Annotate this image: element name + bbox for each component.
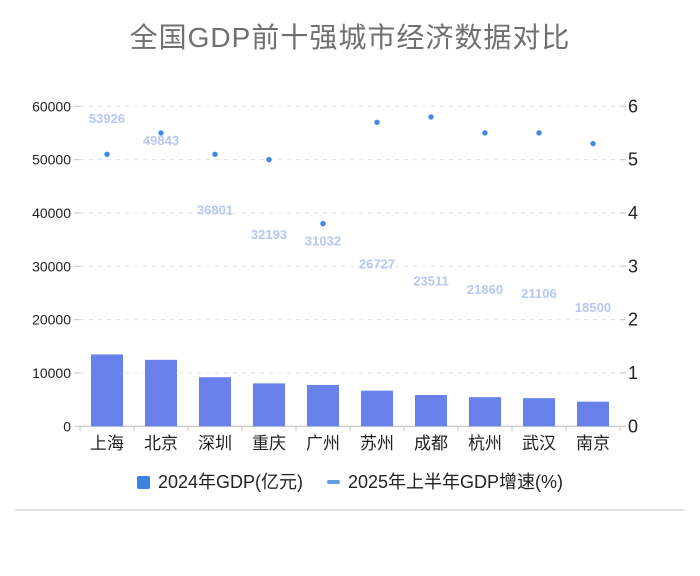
bar-0[interactable] bbox=[91, 354, 123, 427]
chart-title: 全国GDP前十强城市经济数据对比 bbox=[129, 22, 571, 53]
x-axis-label-1: 北京 bbox=[144, 434, 178, 453]
bar-6[interactable] bbox=[415, 394, 447, 427]
legend-label-growth: 2025年上半年GDP增速(%) bbox=[348, 472, 564, 492]
bar-value-label-7: 21860 bbox=[467, 282, 503, 297]
bar-value-label-2: 36801 bbox=[197, 203, 233, 218]
bar-value-label-6: 23511 bbox=[413, 273, 448, 288]
bar-series-marker-icon bbox=[136, 475, 150, 489]
x-axis-label-7: 杭州 bbox=[468, 434, 502, 453]
x-axis-label-0: 上海 bbox=[90, 434, 124, 453]
growth-point-2[interactable] bbox=[212, 151, 218, 157]
bar-value-label-9: 18500 bbox=[575, 300, 611, 315]
right-axis-tick-label-1: 1 bbox=[628, 363, 638, 383]
right-axis-tick-label-6: 6 bbox=[628, 96, 638, 116]
x-axis-label-8: 武汉 bbox=[522, 434, 556, 453]
left-axis-tick-label-2: 20000 bbox=[32, 312, 71, 328]
bar-value-label-5: 26727 bbox=[359, 256, 395, 271]
x-axis-label-9: 南京 bbox=[576, 434, 610, 453]
bar-value-label-1: 49843 bbox=[143, 133, 179, 148]
bar-5[interactable] bbox=[361, 390, 393, 427]
growth-point-8[interactable] bbox=[536, 130, 542, 136]
legend-label-gdp: 2024年GDP(亿元) bbox=[157, 472, 303, 492]
growth-point-9[interactable] bbox=[590, 140, 596, 147]
growth-point-4[interactable] bbox=[320, 220, 326, 227]
bar-3[interactable] bbox=[253, 383, 285, 427]
right-axis-tick-label-2: 2 bbox=[628, 310, 638, 330]
right-axis-tick-label-0: 0 bbox=[628, 416, 638, 436]
left-axis-tick-label-3: 30000 bbox=[32, 258, 71, 274]
legend-item-growth-line[interactable]: 2025年上半年GDP增速(%) bbox=[327, 471, 563, 493]
bar-value-label-4: 31032 bbox=[305, 233, 341, 248]
line-series-marker-icon bbox=[327, 480, 340, 484]
x-axis-label-3: 重庆 bbox=[252, 434, 286, 453]
bar-value-label-0: 53926 bbox=[89, 111, 125, 126]
right-axis-tick-label-5: 5 bbox=[628, 150, 638, 170]
growth-point-0[interactable] bbox=[104, 151, 110, 157]
divider bbox=[15, 509, 685, 511]
right-axis-tick-label-3: 3 bbox=[628, 256, 638, 276]
left-axis-tick-label-4: 40000 bbox=[32, 205, 71, 221]
bar-7[interactable] bbox=[469, 397, 501, 427]
left-axis-tick-label-1: 10000 bbox=[32, 365, 71, 381]
left-axis-tick-label-5: 50000 bbox=[32, 152, 71, 168]
growth-point-6[interactable] bbox=[428, 114, 434, 120]
bar-9[interactable] bbox=[577, 401, 609, 427]
chart-canvas: 0 10000 20000 30000 40000 50000 60000 0 1 2 3 4 5 6 53… bbox=[32, 96, 638, 453]
x-axis-label-5: 苏州 bbox=[360, 434, 394, 453]
right-axis-tick-label-4: 4 bbox=[628, 203, 638, 223]
bar-2[interactable] bbox=[199, 377, 231, 427]
growth-point-3[interactable] bbox=[266, 156, 272, 163]
x-axis-label-6: 成都 bbox=[414, 434, 448, 453]
left-axis-tick-label-6: 60000 bbox=[32, 98, 71, 114]
legend-item-gdp-bars[interactable]: 2024年GDP(亿元) bbox=[136, 471, 303, 493]
growth-point-1[interactable] bbox=[158, 130, 164, 136]
x-axis-label-4: 广州 bbox=[306, 434, 340, 453]
growth-point-5[interactable] bbox=[374, 119, 380, 126]
left-axis-tick-label-0: 0 bbox=[63, 418, 71, 434]
bar-value-label-8: 21106 bbox=[521, 286, 556, 301]
x-axis-label-2: 深圳 bbox=[198, 434, 232, 453]
growth-point-7[interactable] bbox=[482, 130, 488, 136]
legend: 2024年GDP(亿元) 2025年上半年GDP增速(%) bbox=[0, 471, 700, 493]
bar-4[interactable] bbox=[307, 384, 339, 427]
bar-1[interactable] bbox=[145, 359, 177, 427]
bar-value-label-3: 32193 bbox=[251, 227, 287, 242]
bar-8[interactable] bbox=[523, 398, 555, 427]
